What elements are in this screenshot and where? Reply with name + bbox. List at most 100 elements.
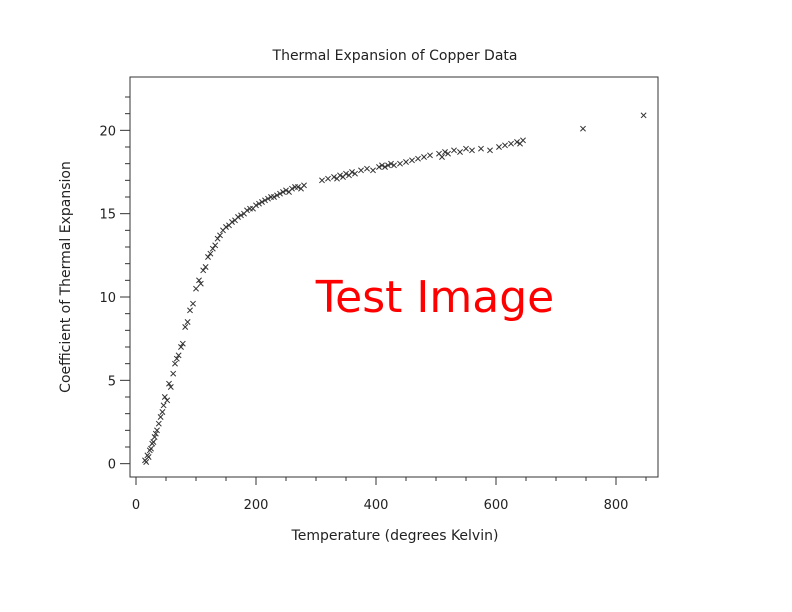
data-point (265, 195, 271, 202)
data-point (463, 145, 469, 152)
data-point (376, 164, 382, 170)
data-point (640, 112, 647, 119)
data-point (331, 174, 337, 180)
data-point (382, 164, 388, 170)
data-point (164, 397, 171, 404)
x-tick-label: 0 (132, 498, 140, 513)
data-point (514, 139, 520, 145)
data-point (295, 184, 301, 190)
data-point (172, 360, 178, 367)
data-point (244, 207, 250, 214)
data-point (207, 250, 214, 257)
data-point (325, 175, 331, 182)
data-point (202, 264, 209, 270)
test-image-annotation: Test Image (315, 272, 554, 323)
data-point (175, 352, 182, 359)
data-point (370, 167, 376, 174)
y-axis-label: Coefficient of Thermal Expansion (58, 161, 74, 393)
data-point (403, 159, 409, 165)
data-point (160, 402, 167, 409)
data-point (167, 384, 174, 390)
y-tick-label: 0 (108, 458, 116, 473)
data-point (143, 459, 150, 465)
data-point (364, 165, 370, 172)
data-point (283, 187, 289, 194)
data-point (196, 277, 202, 284)
data-point (182, 324, 189, 330)
data-point (397, 160, 403, 167)
data-point (469, 147, 475, 154)
data-point (451, 147, 457, 154)
data-point (184, 319, 191, 325)
chart-title: Thermal Expansion of Copper Data (272, 48, 518, 64)
data-point (161, 394, 168, 400)
data-point (580, 125, 586, 132)
data-point (166, 380, 172, 387)
data-point (343, 170, 349, 177)
data-point (155, 420, 162, 427)
data-point (439, 154, 445, 160)
data-point (277, 190, 283, 197)
data-point (173, 355, 180, 362)
data-point (496, 144, 502, 150)
data-point (457, 149, 463, 155)
data-point (427, 152, 433, 159)
x-tick-label: 200 (244, 498, 269, 513)
data-point (197, 280, 204, 287)
data-point (385, 162, 391, 169)
data-point (487, 147, 493, 154)
data-point (212, 242, 219, 249)
data-point (271, 194, 277, 200)
data-point (190, 300, 196, 307)
data-point (145, 454, 152, 460)
x-axis-label: Temperature (degrees Kelvin) (291, 528, 499, 544)
data-point (151, 434, 158, 440)
data-point (415, 155, 421, 162)
data-point (289, 185, 295, 192)
y-tick-label: 10 (99, 291, 116, 306)
data-point (170, 370, 177, 377)
data-point (205, 254, 211, 260)
data-point (193, 285, 199, 292)
data-point (421, 154, 427, 160)
data-point (154, 427, 160, 434)
data-point (379, 162, 385, 169)
data-point (319, 177, 325, 184)
x-tick-label: 600 (484, 498, 509, 513)
data-point (478, 145, 484, 152)
data-point (253, 202, 259, 209)
data-point (391, 162, 397, 169)
data-point (159, 409, 166, 415)
data-point (148, 445, 154, 452)
y-axis: 0 5 10 15 20 (99, 96, 130, 473)
data-point (217, 232, 223, 239)
data-points (142, 112, 647, 465)
data-point (337, 172, 343, 179)
data-point (352, 170, 358, 177)
data-point (238, 212, 244, 219)
x-tick-label: 800 (604, 498, 629, 513)
data-point (223, 224, 229, 230)
plot-frame (129, 76, 659, 478)
data-point (178, 344, 184, 350)
data-point (358, 167, 364, 174)
data-point (200, 267, 207, 274)
data-point (256, 200, 262, 207)
y-tick-label: 5 (108, 374, 116, 389)
data-point (262, 197, 268, 204)
data-point (187, 307, 193, 314)
data-point (150, 439, 157, 445)
data-point (214, 235, 221, 242)
data-point (520, 137, 526, 144)
data-point (301, 182, 307, 189)
data-point (259, 199, 265, 205)
data-point (235, 214, 241, 220)
data-point (280, 189, 286, 195)
data-point (508, 140, 514, 147)
data-point (409, 157, 415, 164)
y-tick-label: 20 (99, 124, 116, 139)
data-point (229, 219, 235, 225)
data-point (502, 142, 508, 149)
data-point (274, 192, 280, 199)
